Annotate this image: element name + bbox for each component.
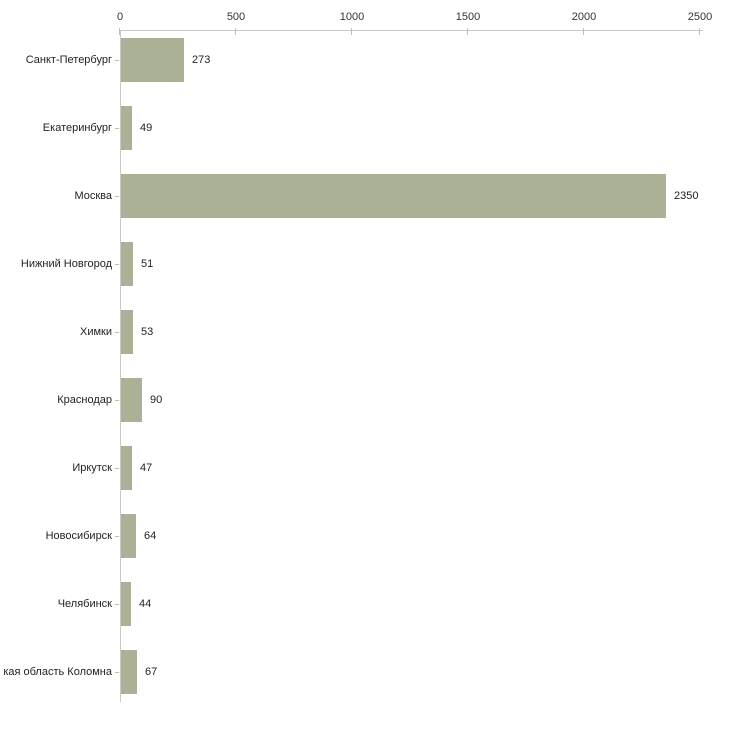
category-label: Новосибирск xyxy=(45,530,112,542)
bar-2 xyxy=(121,106,132,150)
bar-4 xyxy=(121,242,133,286)
value-label: 64 xyxy=(144,530,157,542)
value-label: 51 xyxy=(141,258,154,270)
category-label: кая область Коломна xyxy=(3,666,112,678)
value-label: 53 xyxy=(141,326,154,338)
category-tick xyxy=(115,536,119,537)
value-label: 90 xyxy=(150,394,163,406)
category-label: Москва xyxy=(74,190,112,202)
category-label: Челябинск xyxy=(57,598,112,610)
category-tick xyxy=(115,672,119,673)
value-label: 67 xyxy=(145,666,158,678)
x-axis-tick-label: 500 xyxy=(226,11,246,23)
x-axis-tick xyxy=(119,28,120,35)
category-label: Санкт-Петербург xyxy=(25,54,112,66)
x-axis-tick-label: 2000 xyxy=(571,11,597,23)
category-tick xyxy=(115,60,119,61)
category-label: Химки xyxy=(79,326,112,338)
category-label: Екатеринбург xyxy=(42,122,112,134)
x-axis-line xyxy=(120,30,703,31)
bar-5 xyxy=(121,310,133,354)
bar-8 xyxy=(121,514,136,558)
value-label: 44 xyxy=(139,598,152,610)
x-axis-tick xyxy=(583,28,584,35)
value-label: 273 xyxy=(192,54,211,66)
x-axis-tick-label: 1500 xyxy=(455,11,481,23)
value-label: 47 xyxy=(140,462,153,474)
y-axis-line xyxy=(120,30,121,702)
bar-6 xyxy=(121,378,142,422)
x-axis-tick xyxy=(351,28,352,35)
category-label: Краснодар xyxy=(57,394,112,406)
x-axis-tick xyxy=(235,28,236,35)
category-tick xyxy=(115,196,119,197)
x-axis-tick xyxy=(699,28,700,35)
bar-3 xyxy=(121,174,666,218)
category-tick xyxy=(115,264,119,265)
bar-9 xyxy=(121,582,131,626)
x-axis-tick-label: 2500 xyxy=(687,11,713,23)
x-axis-tick-label: 1000 xyxy=(339,11,365,23)
x-axis-tick xyxy=(467,28,468,35)
category-label: Иркутск xyxy=(72,462,112,474)
bar-10 xyxy=(121,650,137,694)
value-label: 2350 xyxy=(674,190,699,202)
bar-1 xyxy=(121,38,184,82)
bar-7 xyxy=(121,446,132,490)
category-tick xyxy=(115,128,119,129)
plot-area: 0 500 1000 1500 2000 2500 273 49 2350 51 53 90 47 64 4… xyxy=(117,11,712,702)
x-axis-tick-label: 0 xyxy=(116,11,124,23)
value-label: 49 xyxy=(140,122,153,134)
category-tick xyxy=(115,468,119,469)
category-label: Нижний Новгород xyxy=(20,258,112,270)
category-tick xyxy=(115,604,119,605)
category-tick xyxy=(115,400,119,401)
category-tick xyxy=(115,332,119,333)
